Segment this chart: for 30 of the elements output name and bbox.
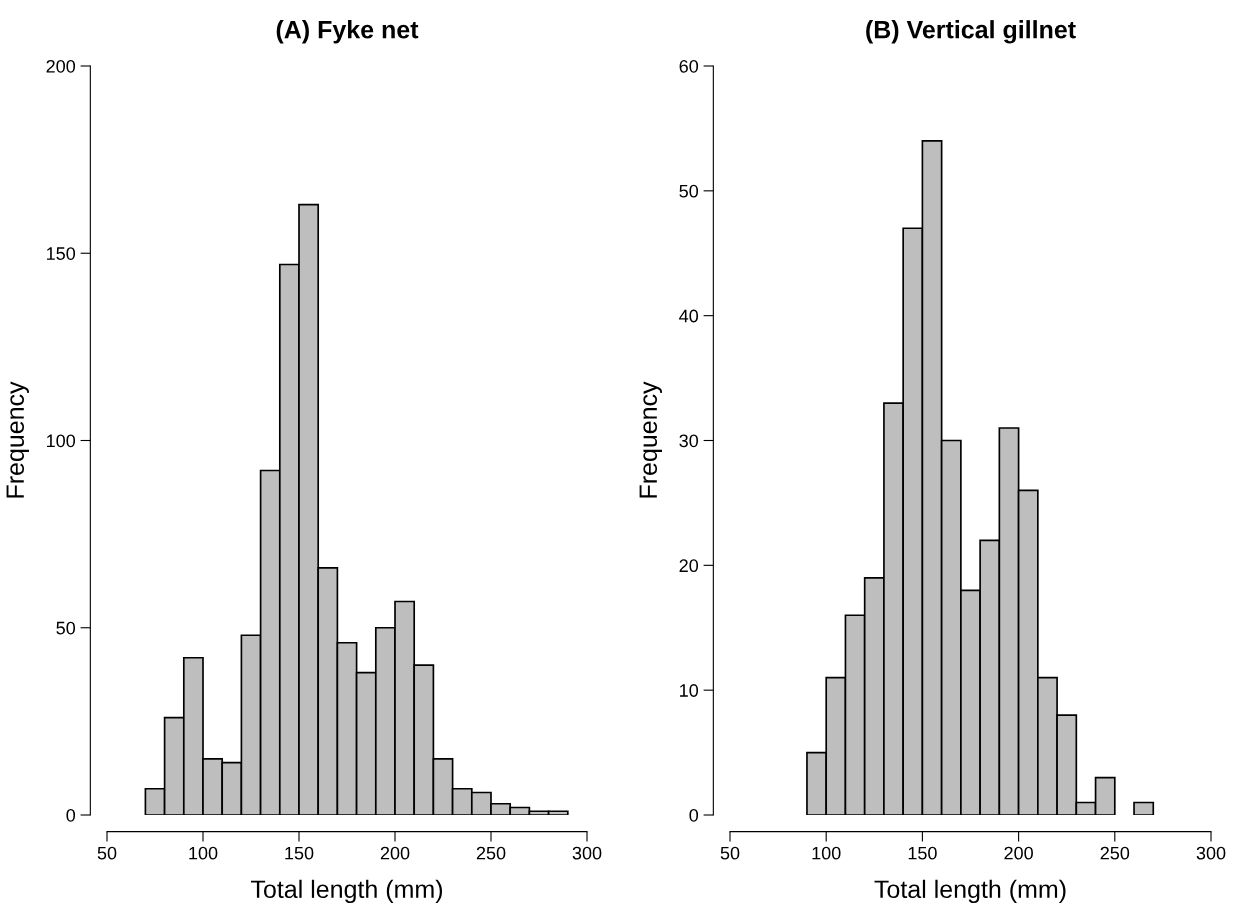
y-tick-label: 10	[680, 684, 699, 697]
x-tick-label: 250	[1100, 846, 1130, 860]
x-tick-label: 150	[285, 846, 314, 860]
x-tick-label: 100	[812, 846, 841, 860]
y-tick-label: 50	[56, 621, 76, 635]
x-tick-label: 50	[720, 846, 740, 860]
x-tick-label: 250	[476, 846, 506, 860]
y-tick-label: 20	[679, 559, 699, 573]
y-tick-label: 50	[679, 184, 699, 198]
x-tick-label: 300	[572, 846, 602, 860]
x-axis-title: Total length (mm)	[874, 879, 1066, 904]
y-tick-label: 200	[46, 59, 76, 73]
x-tick-label: 150	[908, 846, 937, 860]
y-axis-title: Frequency	[639, 381, 662, 498]
x-axis-title: Total length (mm)	[251, 879, 443, 904]
y-tick-label: 0	[689, 808, 699, 822]
chart-title: (B) Vertical gillnet	[866, 20, 1076, 44]
y-tick-label: 60	[679, 59, 699, 73]
chart-title: (A) Fyke net	[276, 20, 419, 44]
x-tick-label: 300	[1196, 846, 1226, 860]
x-tick-label: 200	[380, 846, 410, 860]
x-tick-label: 50	[97, 846, 117, 860]
y-tick-label: 150	[47, 247, 76, 260]
y-tick-label: 100	[47, 434, 76, 448]
x-tick-label: 200	[1004, 846, 1033, 860]
x-tick-label: 100	[189, 846, 218, 860]
y-tick-label: 0	[66, 808, 76, 822]
y-axis-title: Frequency	[6, 381, 29, 498]
y-tick-label: 40	[679, 309, 699, 323]
y-tick-label: 30	[679, 434, 699, 448]
